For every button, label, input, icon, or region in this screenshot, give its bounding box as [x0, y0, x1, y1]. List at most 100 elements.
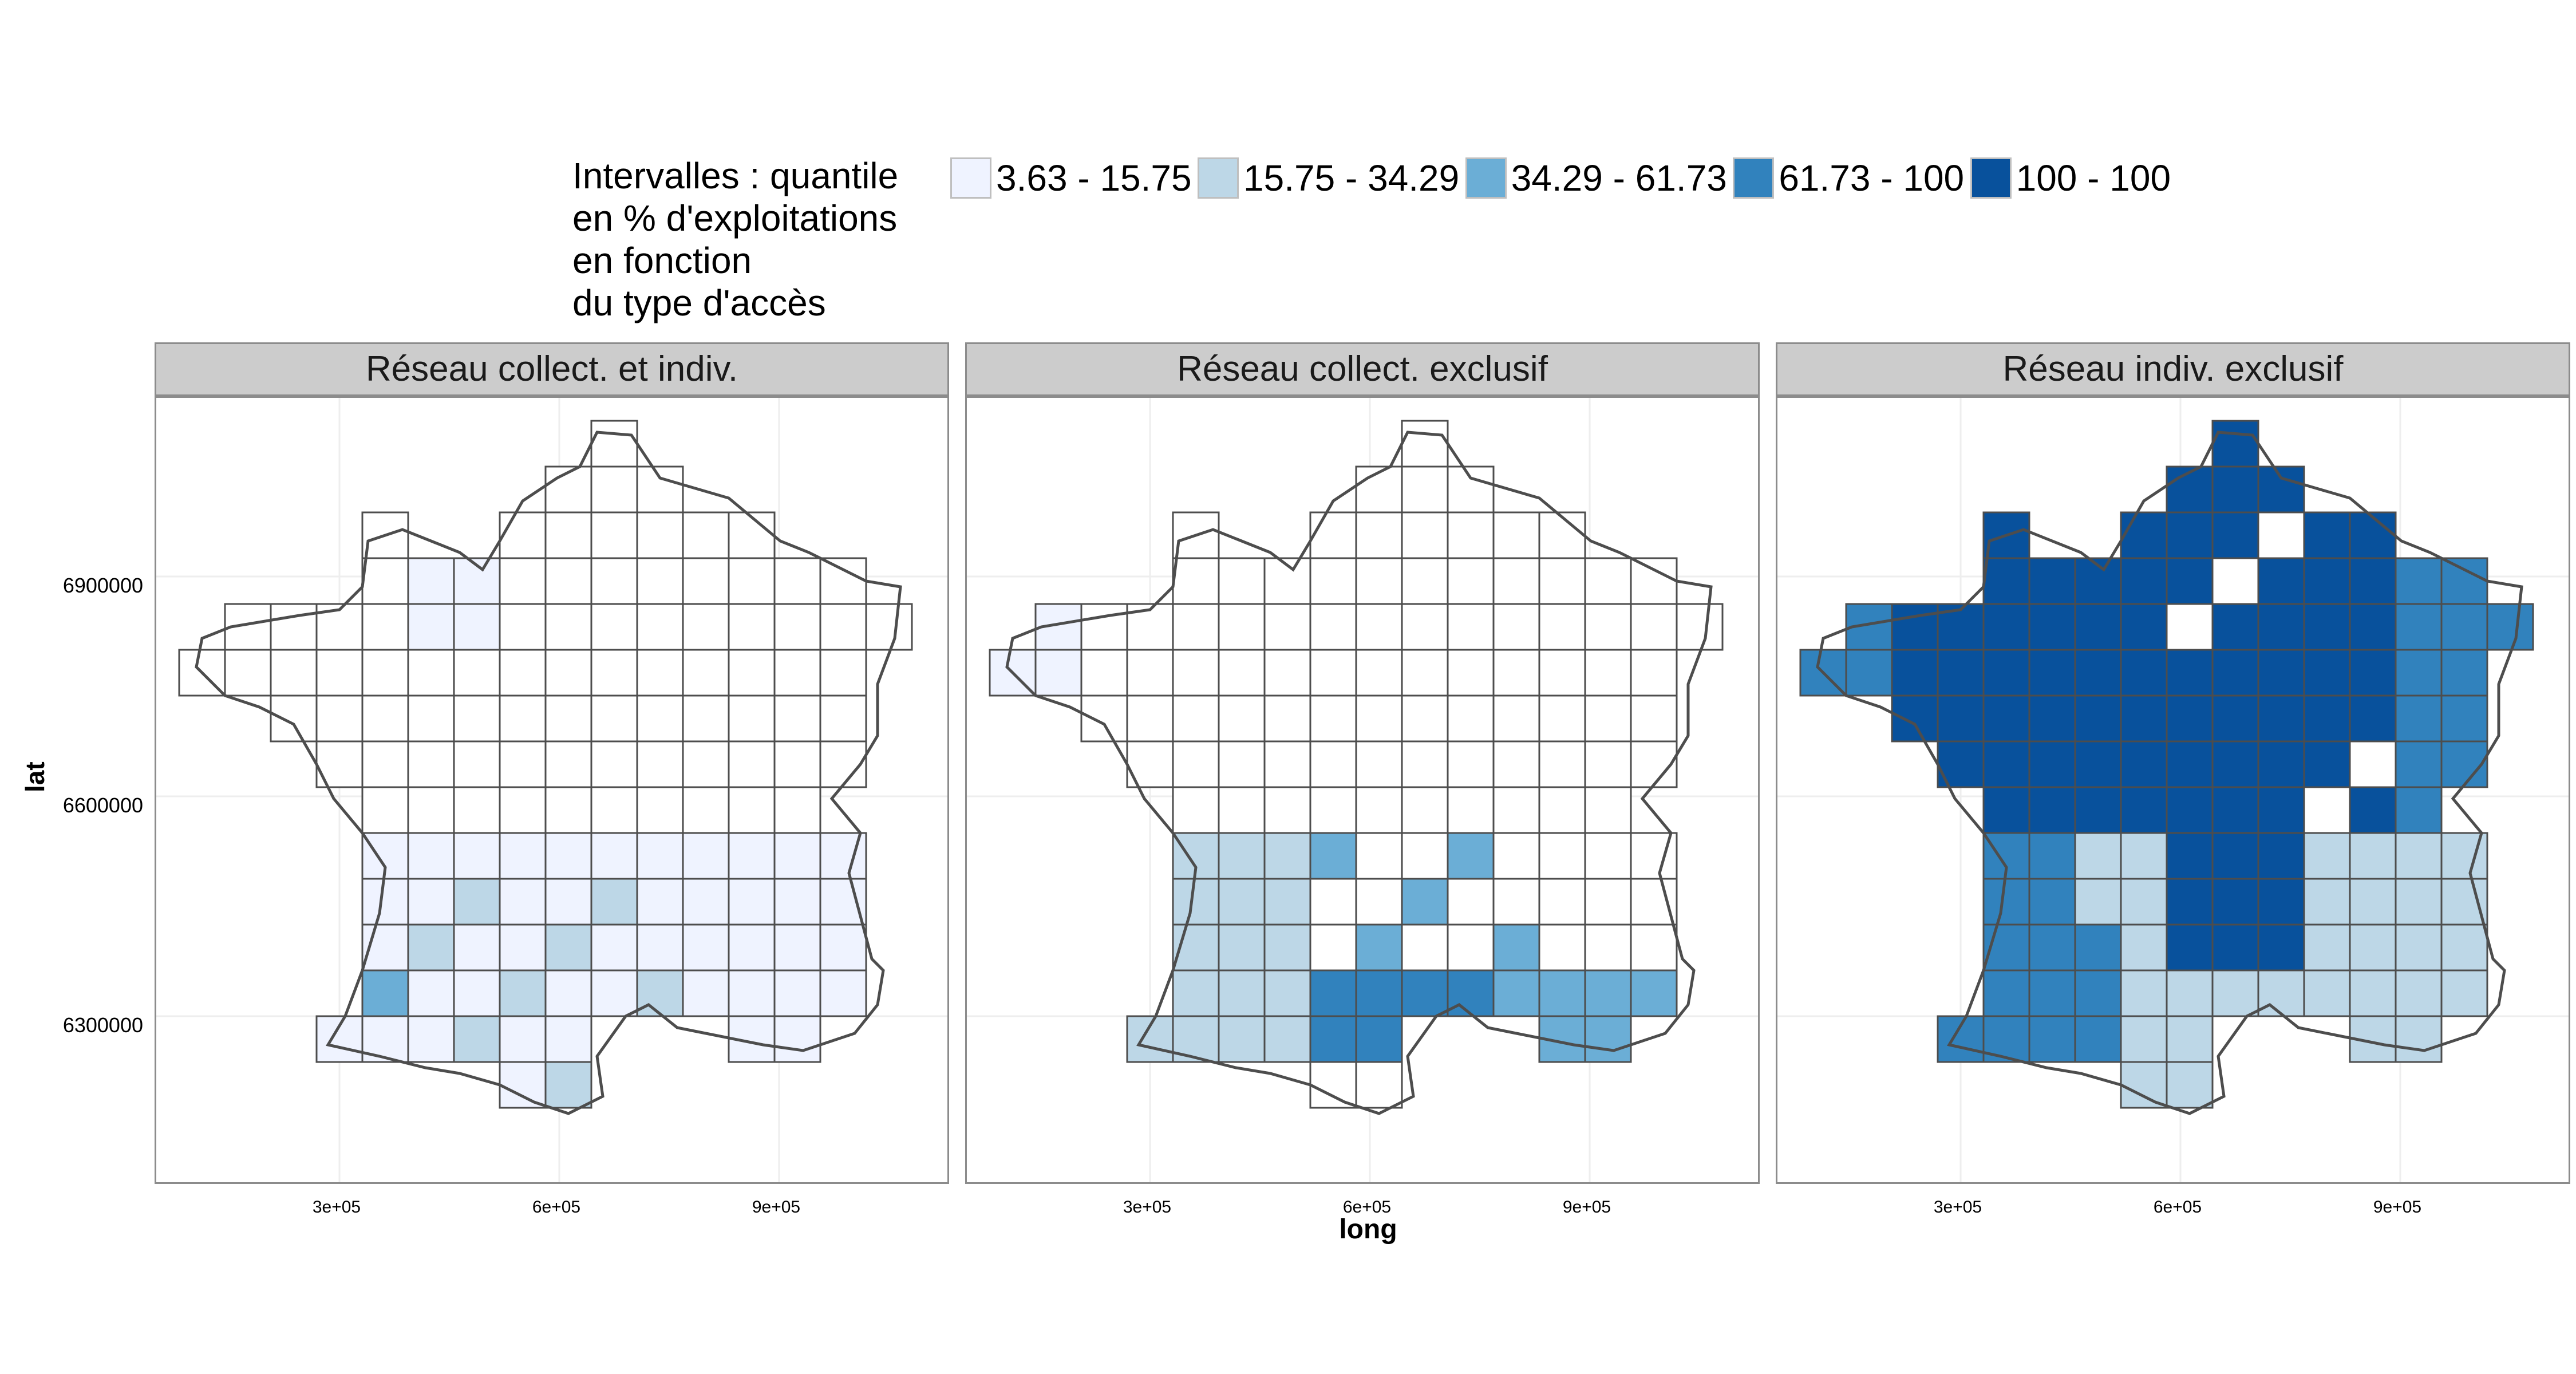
departement: [1172, 969, 1220, 1017]
departement: [728, 511, 776, 559]
departement: [2303, 511, 2351, 559]
map-plot[interactable]: [1776, 396, 2570, 1184]
departement: [773, 969, 821, 1017]
departement: [407, 969, 455, 1017]
departement: [1447, 786, 1495, 834]
departement: [2211, 878, 2259, 926]
x-tick-label: 3e+05: [1123, 1198, 1172, 1217]
departement: [2211, 465, 2259, 514]
departement: [361, 969, 409, 1017]
departement: [407, 923, 455, 972]
departement: [2211, 603, 2259, 651]
departement: [2166, 511, 2214, 559]
departement: [2395, 1015, 2443, 1063]
departement: [544, 740, 592, 788]
departement: [2303, 878, 2351, 926]
map-plot[interactable]: [155, 396, 949, 1184]
departement: [1584, 969, 1632, 1017]
departement: [1630, 694, 1678, 743]
legend-item: 61.73 - 100: [1733, 157, 1964, 199]
departement: [2166, 603, 2214, 651]
departement: [544, 511, 592, 559]
departement: [636, 878, 684, 926]
y-tick-label: 6300000: [62, 1013, 143, 1037]
departement: [1172, 694, 1220, 743]
departement: [1309, 603, 1357, 651]
departement: [2211, 786, 2259, 834]
departement: [1584, 649, 1632, 697]
departement: [1584, 694, 1632, 743]
departement: [2349, 603, 2397, 651]
departement: [2257, 465, 2305, 514]
legend-label: 34.29 - 61.73: [1511, 157, 1727, 199]
france-map: [156, 398, 947, 1182]
departement: [544, 878, 592, 926]
departement: [2395, 969, 2443, 1017]
departement: [1218, 740, 1266, 788]
departement: [590, 878, 638, 926]
departement: [1263, 969, 1311, 1017]
x-tick-label: 9e+05: [752, 1198, 801, 1217]
departement: [1263, 1015, 1311, 1063]
departement: [2440, 603, 2488, 651]
departement: [2395, 878, 2443, 926]
departement: [2257, 786, 2305, 834]
departement: [1447, 694, 1495, 743]
departement: [1218, 786, 1266, 834]
departement: [2349, 557, 2397, 605]
departement: [1172, 878, 1220, 926]
departement: [1676, 603, 1724, 651]
departement: [1447, 923, 1495, 972]
map-plot[interactable]: [965, 396, 1760, 1184]
departement: [2028, 832, 2076, 880]
departement: [2120, 694, 2168, 743]
legend-item: 3.63 - 15.75: [950, 157, 1192, 199]
departement: [636, 694, 684, 743]
departement: [2257, 649, 2305, 697]
departement: [1584, 740, 1632, 788]
departement: [2211, 740, 2259, 788]
departement: [1172, 557, 1220, 605]
departement: [590, 832, 638, 880]
legend-title: Intervalles : quantile en % d'exploitati…: [572, 155, 939, 324]
departement: [773, 557, 821, 605]
departement: [453, 832, 501, 880]
departement: [1172, 740, 1220, 788]
legend-item: 15.75 - 34.29: [1198, 157, 1459, 199]
departement: [1309, 1061, 1357, 1109]
departement: [2166, 923, 2214, 972]
departement: [773, 694, 821, 743]
departement: [1126, 694, 1174, 743]
departement: [590, 511, 638, 559]
departement: [1263, 740, 1311, 788]
departement: [2028, 557, 2076, 605]
departement: [407, 557, 455, 605]
departement: [407, 603, 455, 651]
departement: [773, 923, 821, 972]
departement: [819, 557, 867, 605]
departement: [1401, 786, 1449, 834]
departement: [453, 923, 501, 972]
departement: [1355, 557, 1403, 605]
departement: [1584, 1015, 1632, 1063]
departement: [1447, 511, 1495, 559]
x-tick-label: 3e+05: [1933, 1198, 1982, 1217]
departement: [682, 603, 730, 651]
departement: [636, 740, 684, 788]
departement: [499, 878, 547, 926]
departement: [819, 694, 867, 743]
departement: [1937, 649, 1985, 697]
departement: [2074, 786, 2122, 834]
departement: [453, 694, 501, 743]
departement: [2028, 969, 2076, 1017]
departement: [1218, 878, 1266, 926]
departement: [361, 557, 409, 605]
departement: [2257, 557, 2305, 605]
departement: [1630, 557, 1678, 605]
departement: [1584, 557, 1632, 605]
departement: [1538, 511, 1586, 559]
departement: [1492, 603, 1540, 651]
departement: [636, 969, 684, 1017]
departement: [1630, 878, 1678, 926]
departement: [1309, 649, 1357, 697]
